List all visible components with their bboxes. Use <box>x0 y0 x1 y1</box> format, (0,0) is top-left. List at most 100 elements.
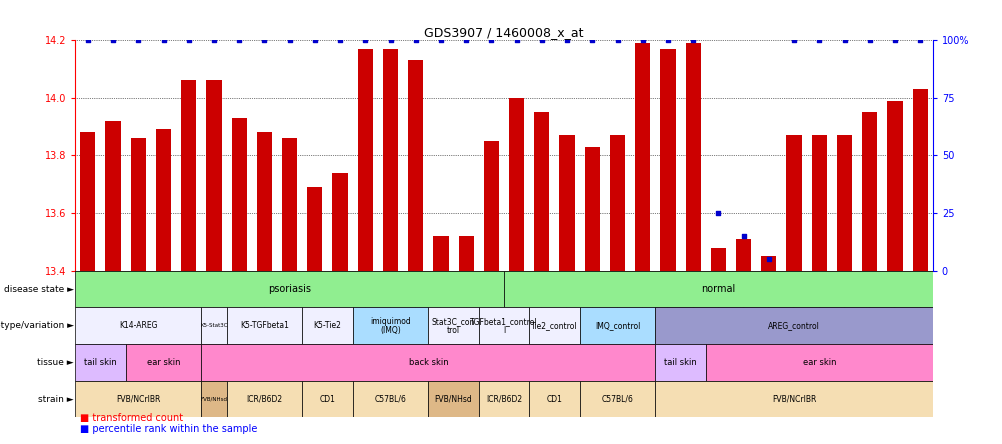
FancyBboxPatch shape <box>504 271 932 307</box>
Bar <box>836 135 852 271</box>
Bar <box>735 239 750 271</box>
Point <box>80 36 96 44</box>
Point <box>584 36 600 44</box>
Point <box>836 36 852 44</box>
Bar <box>282 138 297 271</box>
Point <box>382 36 398 44</box>
Bar <box>257 132 272 271</box>
Text: K5-Stat3C: K5-Stat3C <box>200 323 227 328</box>
Point <box>407 36 423 44</box>
Point <box>230 36 246 44</box>
Text: IMQ_control: IMQ_control <box>594 321 639 330</box>
Text: ear skin: ear skin <box>146 358 180 367</box>
Point <box>886 36 902 44</box>
FancyBboxPatch shape <box>201 381 226 417</box>
Point <box>861 36 877 44</box>
Text: ICR/B6D2: ICR/B6D2 <box>485 395 522 404</box>
Bar <box>155 130 171 271</box>
Point <box>483 36 499 44</box>
Text: K5-TGFbeta1: K5-TGFbeta1 <box>239 321 289 330</box>
Text: FVB/NHsd: FVB/NHsd <box>200 396 227 401</box>
Bar <box>231 118 246 271</box>
Bar <box>584 147 599 271</box>
FancyBboxPatch shape <box>428 381 478 417</box>
Point <box>180 36 196 44</box>
Point <box>709 210 725 217</box>
Point <box>105 36 121 44</box>
Bar <box>458 236 473 271</box>
FancyBboxPatch shape <box>529 307 579 344</box>
Bar <box>383 49 398 271</box>
Point <box>205 36 221 44</box>
Bar <box>333 173 348 271</box>
Text: tail skin: tail skin <box>84 358 116 367</box>
Bar <box>80 132 95 271</box>
Bar <box>710 248 725 271</box>
Point <box>811 36 827 44</box>
FancyBboxPatch shape <box>125 344 201 381</box>
FancyBboxPatch shape <box>75 344 125 381</box>
Text: Tie2_control: Tie2_control <box>531 321 577 330</box>
Text: CD1: CD1 <box>546 395 562 404</box>
Bar <box>609 135 624 271</box>
FancyBboxPatch shape <box>353 381 428 417</box>
Text: CD1: CD1 <box>320 395 335 404</box>
Bar <box>509 98 524 271</box>
Point <box>458 36 474 44</box>
Bar <box>105 121 120 271</box>
Point <box>734 233 750 240</box>
Text: Stat3C_con
trol: Stat3C_con trol <box>432 317 475 335</box>
Text: tissue ►: tissue ► <box>37 358 74 367</box>
Point <box>684 36 700 44</box>
FancyBboxPatch shape <box>226 381 302 417</box>
Point <box>786 36 802 44</box>
Point <box>257 36 273 44</box>
Point <box>332 36 348 44</box>
Text: strain ►: strain ► <box>38 395 74 404</box>
FancyBboxPatch shape <box>75 381 201 417</box>
FancyBboxPatch shape <box>428 307 478 344</box>
Point <box>130 36 146 44</box>
FancyBboxPatch shape <box>75 307 201 344</box>
Text: FVB/NCrIBR: FVB/NCrIBR <box>116 395 160 404</box>
Text: AREG_control: AREG_control <box>768 321 820 330</box>
Bar <box>685 43 700 271</box>
Point <box>508 36 524 44</box>
Bar <box>408 60 423 271</box>
FancyBboxPatch shape <box>201 344 654 381</box>
Bar <box>634 43 649 271</box>
Bar <box>786 135 801 271</box>
Point <box>659 36 675 44</box>
Bar <box>559 135 574 271</box>
Bar <box>181 80 196 271</box>
Bar <box>483 141 498 271</box>
FancyBboxPatch shape <box>302 381 353 417</box>
Bar <box>761 257 776 271</box>
Bar <box>912 89 927 271</box>
Text: FVB/NCrIBR: FVB/NCrIBR <box>772 395 816 404</box>
Bar <box>534 112 549 271</box>
Text: TGFbeta1_control
l: TGFbeta1_control l <box>470 317 537 335</box>
FancyBboxPatch shape <box>705 344 932 381</box>
Point <box>634 36 650 44</box>
Bar <box>307 187 322 271</box>
Bar <box>811 135 826 271</box>
Bar <box>358 49 373 271</box>
FancyBboxPatch shape <box>654 381 932 417</box>
Text: disease state ►: disease state ► <box>4 285 74 293</box>
Point <box>533 36 549 44</box>
Point <box>282 36 298 44</box>
Text: ear skin: ear skin <box>802 358 836 367</box>
Text: imiquimod
(IMQ): imiquimod (IMQ) <box>370 317 411 335</box>
Text: psoriasis: psoriasis <box>268 284 311 294</box>
Text: C57BL/6: C57BL/6 <box>374 395 406 404</box>
Bar <box>887 101 902 271</box>
Point <box>155 36 171 44</box>
Point <box>609 36 625 44</box>
Point <box>433 36 449 44</box>
FancyBboxPatch shape <box>75 271 504 307</box>
Text: back skin: back skin <box>408 358 448 367</box>
Text: K14-AREG: K14-AREG <box>119 321 157 330</box>
FancyBboxPatch shape <box>654 344 705 381</box>
Text: ICR/B6D2: ICR/B6D2 <box>246 395 283 404</box>
